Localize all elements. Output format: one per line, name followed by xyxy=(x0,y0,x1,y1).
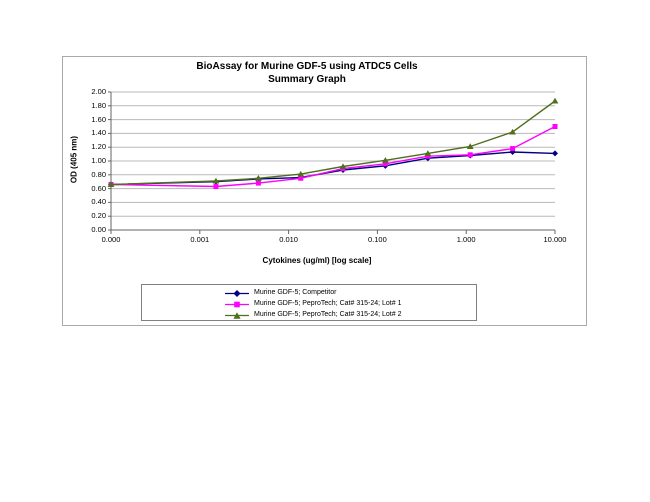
x-axis-title: Cytokines (ug/ml) [log scale] xyxy=(262,256,372,265)
y-tick-label: 1.40 xyxy=(91,128,106,138)
y-tick-label: 0.20 xyxy=(91,211,106,221)
legend-label: Murine GDF-5; PeproTech; Cat# 315-24; Lo… xyxy=(254,311,402,318)
series-marker-diamond-icon xyxy=(225,289,249,297)
y-tick-label: 0.80 xyxy=(91,169,106,179)
y-tick-label: 0.40 xyxy=(91,197,106,207)
chart-title-line1: BioAssay for Murine GDF-5 using ATDC5 Ce… xyxy=(196,61,418,72)
legend-item: Murine GDF-5; Competitor xyxy=(224,288,476,298)
y-tick-label: 1.00 xyxy=(91,156,106,165)
y-tick-label: 1.80 xyxy=(91,100,106,110)
chart-outer-frame xyxy=(62,56,587,326)
legend-label: Murine GDF-5; PeproTech; Cat# 315-24; Lo… xyxy=(254,300,402,307)
y-tick-label: 2.00 xyxy=(91,87,106,96)
chart-title-line2: Summary Graph xyxy=(268,74,346,85)
chart-title: BioAssay for Murine GDF-5 using ATDC5 Ce… xyxy=(62,60,552,86)
legend-label: Murine GDF-5; Competitor xyxy=(254,289,337,296)
y-tick-label: 1.20 xyxy=(91,142,106,152)
y-tick-label: 0.00 xyxy=(91,225,106,234)
legend: Murine GDF-5; Competitor Murine GDF-5; P… xyxy=(141,284,477,321)
x-tick-label: 0.001 xyxy=(190,235,210,244)
x-tick-label: 1.000 xyxy=(456,235,476,244)
x-tick-label: 10.000 xyxy=(543,235,567,244)
series-marker-square-icon xyxy=(225,301,249,307)
y-tick-label: 1.60 xyxy=(91,114,106,124)
legend-item: Murine GDF-5; PeproTech; Cat# 315-24; Lo… xyxy=(224,299,476,309)
x-tick-label: 0.010 xyxy=(279,235,298,244)
y-tick-label: 0.60 xyxy=(91,183,106,193)
series-marker-triangle-icon xyxy=(225,311,249,319)
x-tick-label: 0.000 xyxy=(101,235,121,244)
x-tick-label: 0.100 xyxy=(368,235,387,244)
legend-item: Murine GDF-5; PeproTech; Cat# 315-24; Lo… xyxy=(224,310,476,320)
